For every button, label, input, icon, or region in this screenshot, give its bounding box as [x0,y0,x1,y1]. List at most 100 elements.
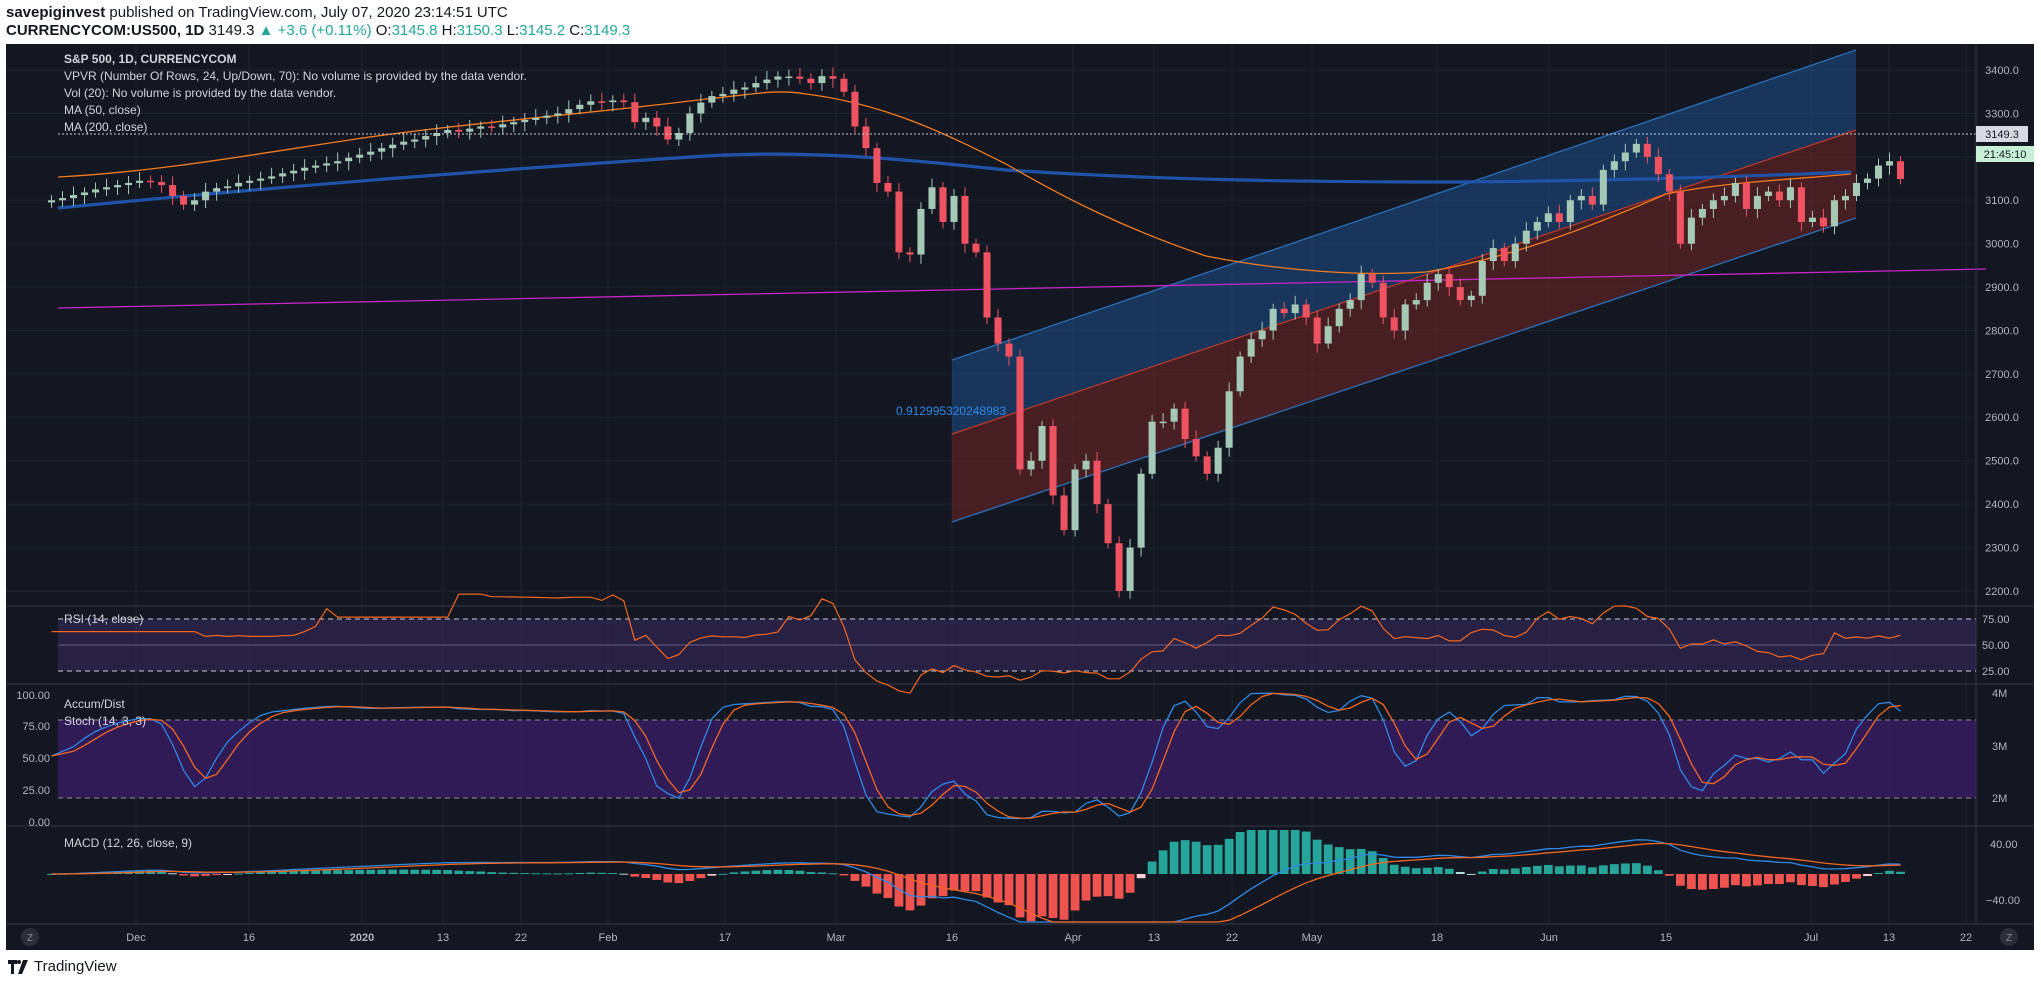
candle-body [884,182,892,192]
candle-body [1170,408,1178,422]
macd-bar [1708,874,1718,890]
time-tick: May [1302,932,1323,944]
candle-body [1247,339,1255,357]
macd-bar [1775,874,1784,884]
stoch-tick-50: 50.00 [22,753,50,765]
macd-bar [1312,839,1322,874]
macd-bar [1466,873,1476,875]
macd-bar [542,873,552,875]
open-value: 3145.8 [391,22,438,39]
macd-bar [1202,845,1212,874]
candle-body [455,129,463,132]
candle-body [1269,308,1277,331]
candle-body [598,101,606,103]
candle-body [1830,200,1838,227]
time-tick: Jul [1804,932,1818,944]
candle-body [521,119,529,123]
macd-bar [234,873,244,875]
main-legend: S&P 500, 1D, CURRENCYCOM VPVR (Number Of… [64,52,527,134]
candle-body [818,76,826,84]
candle-body [983,252,991,318]
macd-bar [575,872,585,874]
macd-bar [553,873,563,875]
macd-bar [531,873,541,875]
legend-ma200[interactable]: MA (200, close) [64,120,147,134]
candle-body [719,93,727,97]
time-tick: 18 [1431,932,1443,944]
macd-bar [1554,866,1564,874]
macd-bar [1103,874,1113,897]
macd-bar [993,874,1003,903]
rsi-label[interactable]: RSI (14, close) [64,612,143,626]
legend-vol[interactable]: Vol (20): No volume is provided by the d… [64,86,336,100]
candle-body [851,91,859,127]
macd-bar [465,871,475,874]
candle-body [1720,195,1728,201]
candle-body [69,195,78,199]
legend-vpvr[interactable]: VPVR (Number Of Rows, 24, Up/Down, 70): … [64,69,527,83]
candle-body [1346,300,1354,309]
macd-bar [1521,866,1531,874]
candle-body [1016,356,1024,470]
candle-body [1071,469,1079,531]
channel-upper-line[interactable] [951,49,1857,361]
publisher-name[interactable]: savepiginvest [6,4,106,21]
time-tick: 22 [1226,932,1238,944]
candle-body [1687,217,1695,244]
zoom-right-button[interactable] [2000,928,2018,946]
price-tick: 2600.0 [1985,412,2019,424]
macd-bar [1852,874,1861,879]
candle-body [1159,421,1167,424]
macd-bar [586,872,596,874]
candle-body [642,117,650,123]
macd-bar [1499,869,1509,874]
candle-body [796,76,804,79]
candle-body [994,317,1002,344]
time-tick: Mar [827,932,846,944]
channel-lower-line[interactable] [951,217,1857,523]
chart-canvas[interactable]: 0.912995320248983 S&P 500, 1D, CURRENCYC… [6,44,2034,950]
macd-bar [1224,838,1234,874]
macd-bar [707,874,717,876]
macd-bar [1675,874,1685,886]
channel-mid-line[interactable] [951,129,1857,435]
candle-body [1082,460,1090,470]
candle-body [1775,191,1783,201]
price-tick: 3400.0 [1985,65,2019,77]
macd-bar [278,871,288,874]
macd-bar [311,870,321,874]
candle-body [917,208,925,255]
macd-bar [828,873,838,875]
trendline[interactable] [57,268,1987,309]
time-axis[interactable]: Dec 16 2020 13 22 Feb 17 Mar 16 Apr 13 22 May 18 Jun 15… [126,932,1972,944]
macd-bar [982,874,992,898]
macd-bar [157,871,166,874]
price-change: ▲ +3.6 (+0.11%) [258,22,372,39]
macd-bar [1896,871,1905,874]
candle-body [510,122,518,125]
candle-body [1544,213,1552,222]
legend-ma50[interactable]: MA (50, close) [64,103,141,117]
candlesticks[interactable] [47,67,1905,599]
price-tick: 3300.0 [1985,108,2019,120]
tradingview-logo-icon [8,960,28,975]
macd-bar [850,874,860,881]
candle-body [444,129,452,133]
candle-body [1709,200,1717,209]
accum-label[interactable]: Accum/Dist [64,697,125,711]
candle-body [1698,208,1706,218]
macd-bar [773,869,783,874]
macd-bar [905,874,915,911]
candle-body [1148,421,1156,474]
stoch-label[interactable]: Stoch (14, 3, 3) [64,714,146,728]
rsi-tick-50: 50.00 [1982,640,2010,652]
macd-bar [1158,850,1168,874]
legend-title[interactable]: S&P 500, 1D, CURRENCYCOM [64,52,237,66]
zoom-left-button[interactable] [21,928,39,946]
tradingview-logo[interactable]: TradingView [8,958,117,975]
rsi-tick-75: 75.00 [1982,614,2010,626]
macd-bar [685,874,695,881]
candle-body [631,102,639,123]
macd-bar [168,873,177,875]
macd-label[interactable]: MACD (12, 26, close, 9) [64,836,192,850]
